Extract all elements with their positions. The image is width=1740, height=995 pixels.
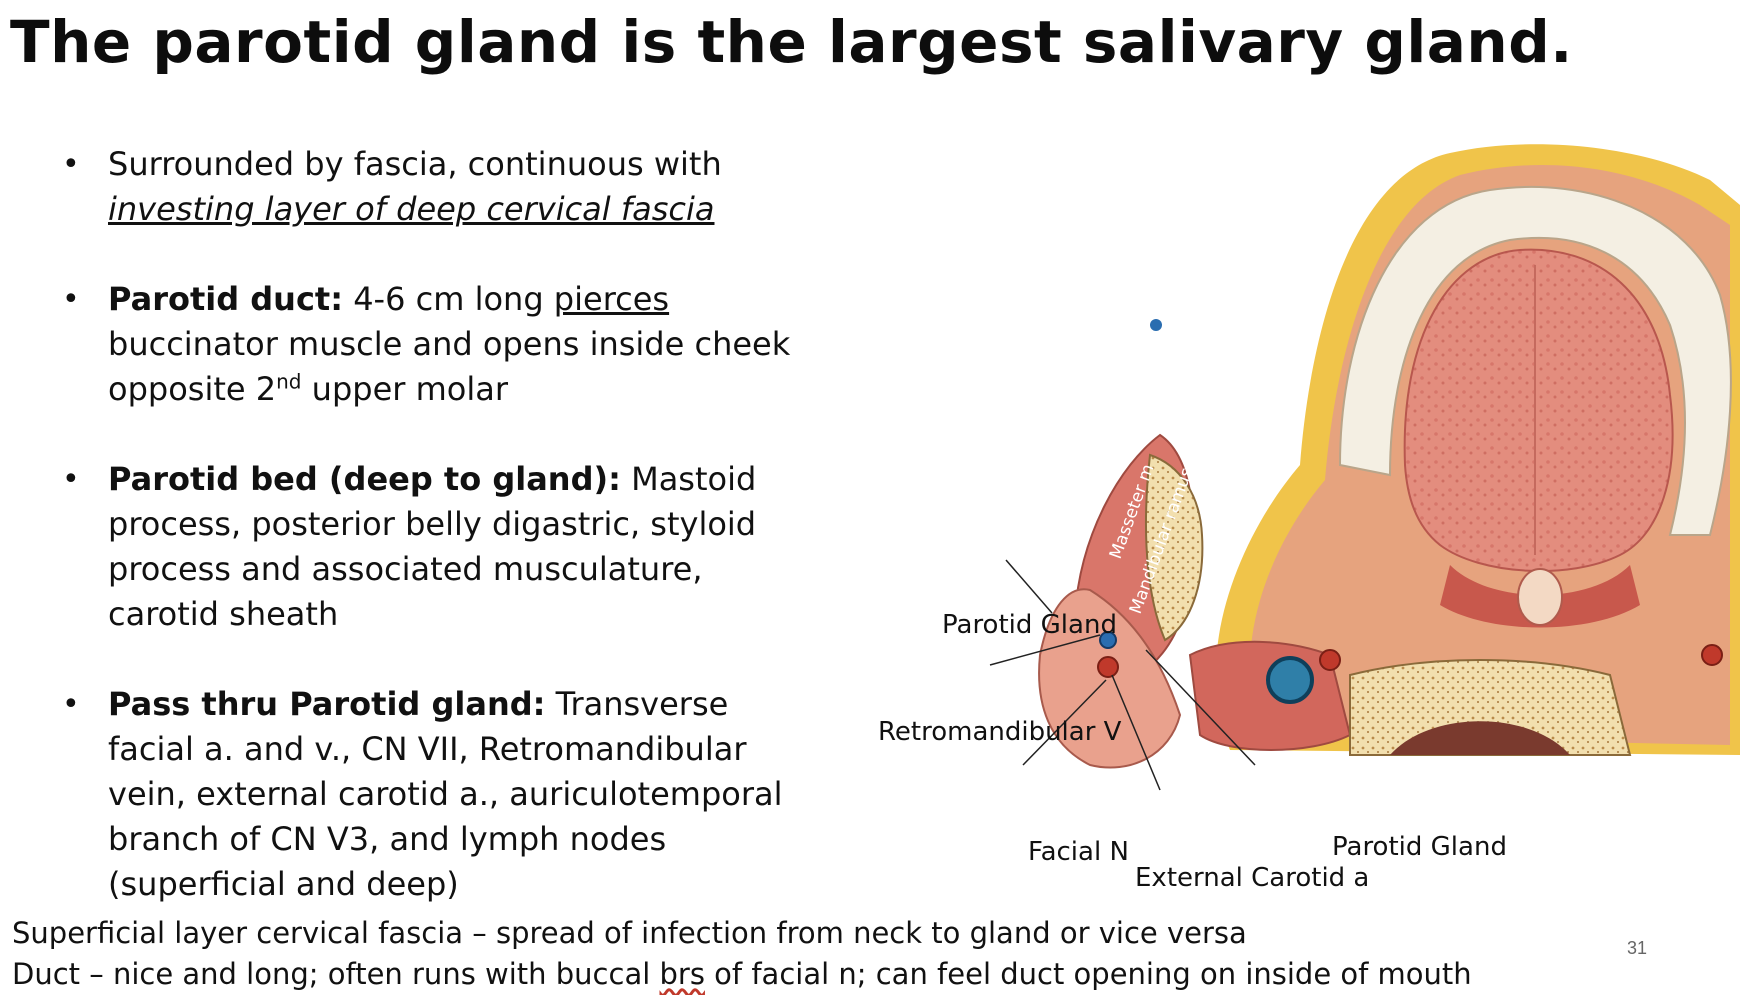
teeth-arch-shape bbox=[1338, 186, 1732, 536]
retromandibular-vein-marker bbox=[1099, 631, 1117, 649]
external-carotid-marker bbox=[1097, 656, 1119, 678]
bullet-parotid-duct-heading: Parotid duct: bbox=[108, 280, 344, 318]
leader-line-facial-n bbox=[1022, 679, 1107, 766]
bullet-fascia-emphasis: investing layer of deep cervical fascia bbox=[108, 190, 715, 228]
bullet-fascia-text: Surrounded by fascia, continuous with bbox=[108, 145, 722, 183]
bullet-fascia: • Surrounded by fascia, continuous with … bbox=[62, 142, 822, 232]
notes-line-2-part-a: Duct – nice and long; often runs with bu… bbox=[12, 957, 660, 991]
page-number: 31 bbox=[1627, 938, 1648, 958]
vertebra-shape bbox=[1349, 659, 1632, 756]
notes-line-1: Superficial layer cervical fascia – spre… bbox=[12, 916, 1247, 950]
bullet-pass-thru: • Pass thru Parotid gland: Transverse fa… bbox=[62, 682, 822, 907]
label-facial-n: Facial N bbox=[1028, 837, 1129, 867]
bullet-pass-thru-text: Transverse facial a. and v., CN VII, Ret… bbox=[108, 685, 783, 903]
parotid-gland-shape bbox=[1038, 588, 1182, 769]
internal-carotid-marker bbox=[1319, 649, 1341, 671]
notes-line-2: Duct – nice and long; often runs with bu… bbox=[12, 954, 1472, 995]
speaker-notes: Superficial layer cervical fascia – spre… bbox=[12, 913, 1472, 995]
mandibular-ramus-shape bbox=[1144, 453, 1204, 642]
leader-line-parotid-left bbox=[1005, 559, 1053, 614]
right-carotid-marker bbox=[1701, 644, 1723, 666]
spinal-canal-shape bbox=[1390, 721, 1570, 755]
leader-line-retromandibular bbox=[989, 634, 1101, 666]
bullet-parotid-bed-heading: Parotid bed (deep to gland): bbox=[108, 460, 621, 498]
internal-jugular-marker bbox=[1266, 656, 1314, 704]
bullet-parotid-duct-text-3: upper molar bbox=[301, 370, 508, 408]
bullet-dot-icon: • bbox=[62, 687, 80, 722]
bullet-parotid-duct-superscript: nd bbox=[276, 369, 302, 394]
tongue-shape bbox=[1403, 248, 1674, 572]
bullet-dot-icon: • bbox=[62, 462, 80, 497]
label-parotid-gland-left: Parotid Gland bbox=[942, 610, 1117, 640]
bullet-parotid-duct: • Parotid duct: 4-6 cm long pierces bucc… bbox=[62, 277, 822, 412]
notes-line-2-part-c: of facial n; can feel duct opening on in… bbox=[704, 957, 1472, 991]
leader-line-parotid-right bbox=[1145, 649, 1256, 766]
uvula-shape bbox=[1517, 568, 1563, 626]
bullet-parotid-duct-text-2: buccinator muscle and opens inside cheek… bbox=[108, 325, 791, 408]
anatomy-illustration: Masseter m Mandibular ramus bbox=[989, 144, 1740, 791]
label-parotid-gland-right: Parotid Gland bbox=[1332, 832, 1507, 862]
facial-vein-marker bbox=[1150, 319, 1162, 331]
bullet-parotid-duct-underlined: pierces bbox=[553, 280, 670, 318]
label-retromandibular-v: Retromandibular V bbox=[878, 717, 1122, 747]
leader-line-external-carotid bbox=[1111, 674, 1161, 791]
bullet-dot-icon: • bbox=[62, 282, 80, 317]
bullet-parotid-bed: • Parotid bed (deep to gland): Mastoid p… bbox=[62, 457, 822, 637]
notes-line-2-misspelled: brs bbox=[659, 957, 705, 991]
bullet-pass-thru-heading: Pass thru Parotid gland: bbox=[108, 685, 546, 723]
bullet-dot-icon: • bbox=[62, 147, 80, 182]
slide-title: The parotid gland is the largest salivar… bbox=[10, 8, 1573, 76]
anatomy-figure: Masseter m Mandibular ramus Parotid Glan… bbox=[830, 135, 1740, 895]
bullet-list: • Surrounded by fascia, continuous with … bbox=[62, 142, 822, 952]
bullet-parotid-duct-text-1: 4-6 cm long bbox=[343, 280, 554, 318]
bullet-parotid-bed-text: Mastoid process, posterior belly digastr… bbox=[108, 460, 757, 633]
label-external-carotid-a: External Carotid a bbox=[1135, 863, 1370, 893]
